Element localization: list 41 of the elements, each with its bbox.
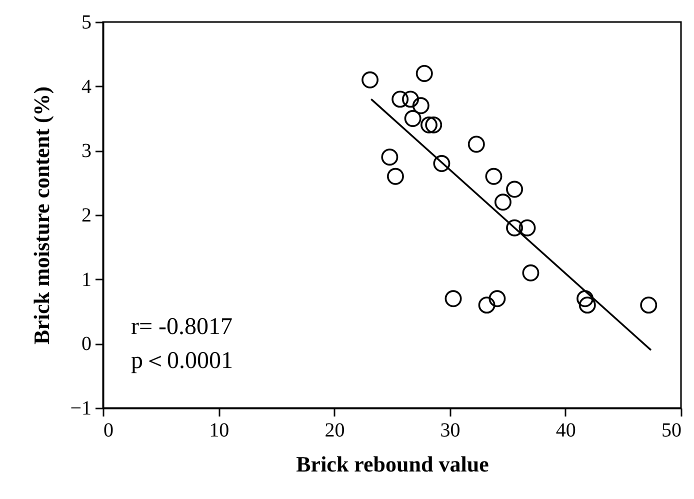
annotation: r= -0.8017 <box>131 314 233 340</box>
point <box>444 290 462 308</box>
y-axis-title: Brick moisture content (%) <box>29 86 54 345</box>
point <box>488 290 506 308</box>
annotation: p＜0.0001 <box>131 348 233 374</box>
y-tick-label: 3 <box>82 140 92 162</box>
point <box>478 296 496 314</box>
y-tick-label: 0 <box>82 333 92 356</box>
point <box>433 155 450 172</box>
point <box>386 168 404 185</box>
x-tick-label: 50 <box>662 420 682 442</box>
point <box>506 180 524 198</box>
y-tick-label: 1 <box>82 268 92 291</box>
point <box>412 97 430 114</box>
y-tick-label: 5 <box>82 12 92 34</box>
point <box>468 136 485 153</box>
point <box>381 148 398 166</box>
x-tick-label: 20 <box>324 420 345 442</box>
point <box>640 296 658 314</box>
point <box>404 110 422 127</box>
point <box>518 219 536 236</box>
point <box>494 194 512 211</box>
point <box>362 71 379 88</box>
point <box>425 116 442 134</box>
x-tick-label: 0 <box>104 420 114 442</box>
point <box>392 90 409 108</box>
x-tick-label: 30 <box>440 420 460 442</box>
x-tick-label: 40 <box>556 420 576 442</box>
point <box>522 264 540 282</box>
x-axis-title: Brick rebound value <box>296 452 490 476</box>
point <box>578 296 596 314</box>
point <box>420 116 438 134</box>
point <box>402 90 419 108</box>
point <box>416 65 433 82</box>
y-tick-label: −1 <box>70 398 92 420</box>
point <box>506 219 524 236</box>
y-tick-label: 4 <box>82 76 92 98</box>
x-tick-label: 10 <box>209 420 230 442</box>
y-tick-label: 2 <box>82 204 92 226</box>
point <box>576 290 594 308</box>
point <box>485 168 502 185</box>
